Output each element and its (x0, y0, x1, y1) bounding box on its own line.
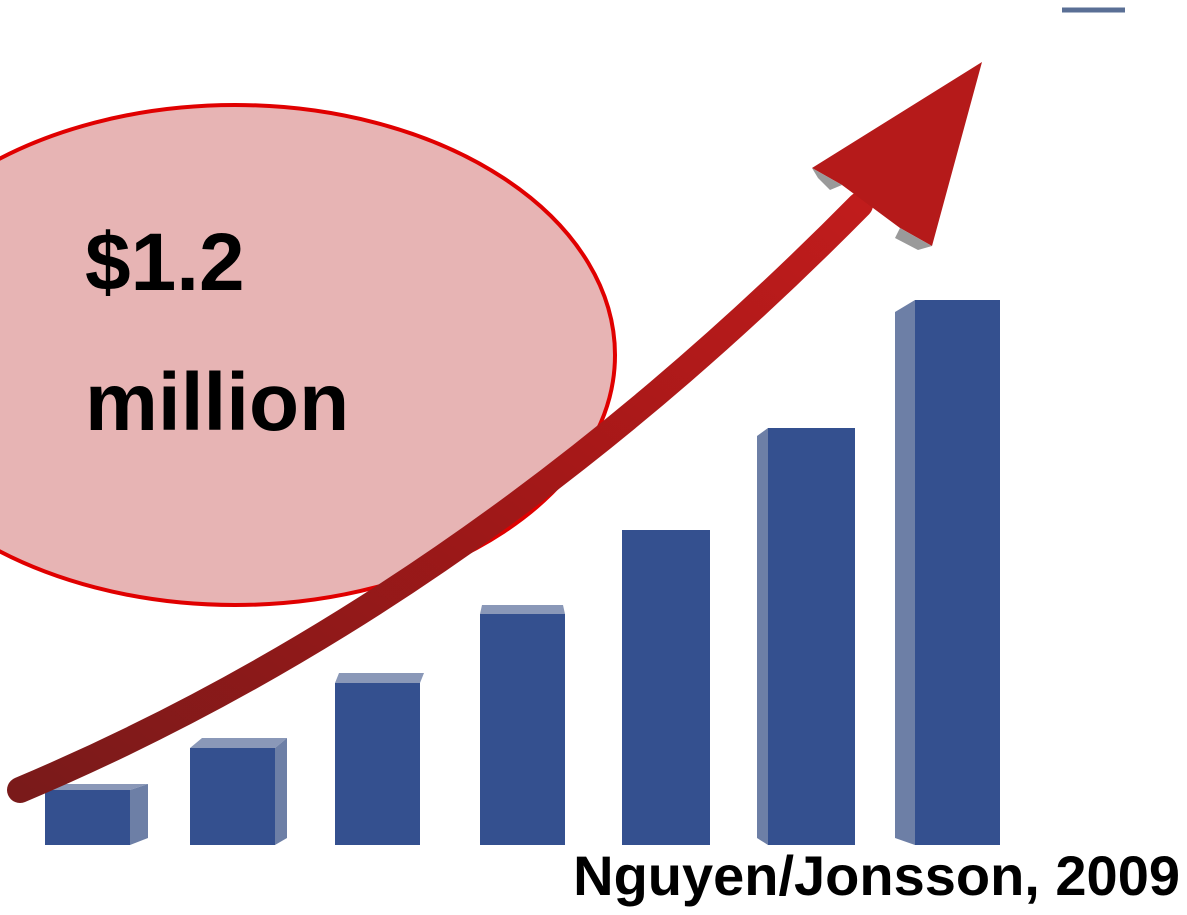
bar (895, 300, 1000, 845)
callout-line: million (85, 357, 349, 448)
bar (757, 428, 855, 845)
bar (480, 605, 565, 845)
citation: Nguyen/Jonsson, 2009 (573, 844, 1180, 907)
callout-line: $1.2 (85, 217, 245, 308)
bar (622, 530, 710, 845)
growth-arrow (7, 62, 982, 803)
bar (190, 738, 287, 845)
bar (45, 784, 148, 845)
growth-bars (45, 300, 1000, 845)
callout-bubble (0, 103, 617, 607)
bar (335, 673, 424, 845)
